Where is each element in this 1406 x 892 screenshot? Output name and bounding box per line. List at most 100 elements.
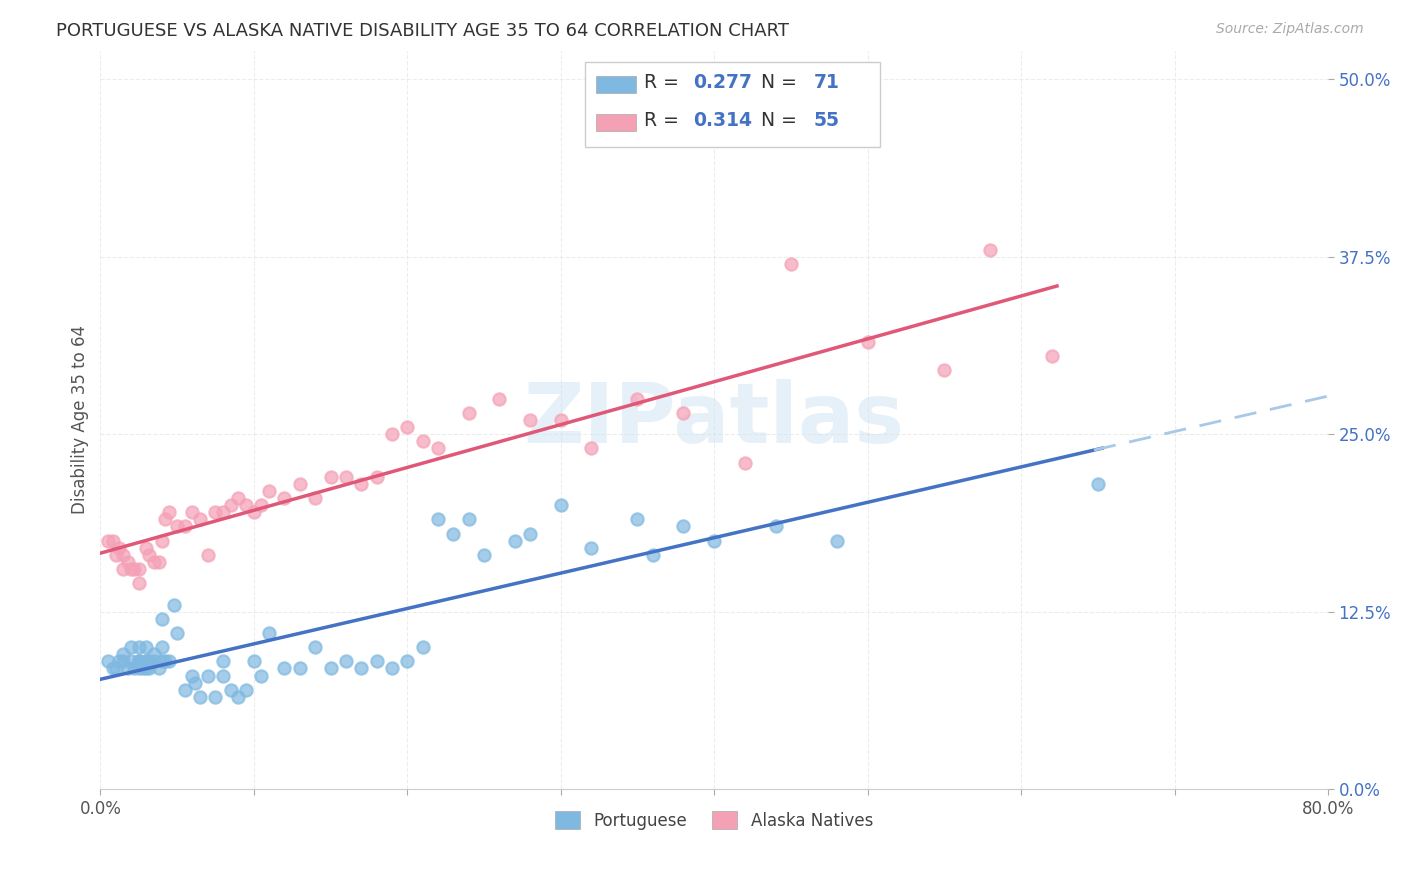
Point (412, 640, 434, 655)
Point (97, 533, 120, 548)
Point (157, 505, 180, 519)
Point (150, 533, 173, 548)
Point (250, 668, 273, 682)
Point (335, 654, 357, 668)
Point (856, 334, 879, 349)
Point (825, 533, 848, 548)
Point (150, 612, 173, 626)
Point (243, 654, 266, 668)
Point (304, 640, 326, 655)
Point (128, 640, 150, 655)
Point (228, 491, 250, 505)
Point (135, 654, 157, 668)
Point (148, 555, 170, 569)
Point (426, 442, 449, 456)
Point (112, 548, 135, 562)
Point (396, 654, 419, 668)
Point (472, 548, 495, 562)
Point (135, 640, 157, 655)
Point (197, 548, 219, 562)
Point (107, 541, 129, 555)
Point (457, 512, 479, 526)
Point (122, 661, 145, 675)
Point (157, 654, 180, 668)
Point (181, 505, 204, 519)
Point (104, 661, 127, 675)
Point (672, 519, 695, 533)
Point (257, 626, 280, 640)
Point (212, 668, 235, 682)
Point (135, 541, 157, 555)
Point (173, 519, 195, 533)
Point (288, 661, 311, 675)
FancyBboxPatch shape (596, 76, 636, 93)
Point (626, 392, 648, 406)
Point (550, 413, 572, 427)
Point (250, 498, 273, 512)
Point (228, 690, 250, 704)
Point (153, 512, 176, 526)
Point (166, 626, 188, 640)
Point (350, 476, 373, 491)
Point (117, 555, 139, 569)
Point (197, 668, 219, 682)
Point (112, 648, 135, 662)
FancyBboxPatch shape (596, 114, 636, 131)
Point (519, 413, 541, 427)
Point (457, 406, 479, 420)
Point (581, 541, 603, 555)
Point (184, 675, 207, 690)
Point (626, 512, 648, 526)
Point (288, 476, 311, 491)
Point (128, 576, 150, 591)
Point (143, 555, 166, 569)
Text: R =: R = (644, 112, 685, 130)
Point (122, 562, 145, 576)
Point (120, 562, 142, 576)
Point (396, 420, 419, 434)
Point (132, 661, 155, 675)
Point (120, 640, 142, 655)
Point (128, 654, 150, 668)
Point (138, 661, 160, 675)
Point (441, 526, 464, 541)
Point (412, 434, 434, 449)
Point (672, 406, 695, 420)
Point (128, 654, 150, 668)
Point (128, 654, 150, 668)
Point (381, 661, 404, 675)
Point (173, 682, 195, 697)
Point (257, 483, 280, 498)
Point (235, 498, 257, 512)
Point (243, 505, 266, 519)
Y-axis label: Disability Age 35 to 64: Disability Age 35 to 64 (72, 326, 89, 515)
Point (780, 257, 803, 271)
Point (101, 533, 124, 548)
Text: PORTUGUESE VS ALASKA NATIVE DISABILITY AGE 35 TO 64 CORRELATION CHART: PORTUGUESE VS ALASKA NATIVE DISABILITY A… (56, 22, 789, 40)
Text: 0.314: 0.314 (693, 112, 752, 130)
Point (219, 682, 242, 697)
Point (138, 654, 160, 668)
Point (153, 654, 176, 668)
Point (117, 661, 139, 675)
Point (219, 498, 242, 512)
Point (138, 548, 160, 562)
Point (97, 654, 120, 668)
Point (319, 661, 342, 675)
Point (1040, 349, 1063, 363)
Point (319, 469, 342, 483)
Point (581, 442, 603, 456)
Point (212, 505, 235, 519)
Point (163, 598, 186, 612)
Point (381, 427, 404, 442)
Legend: Portuguese, Alaska Natives: Portuguese, Alaska Natives (548, 805, 880, 837)
Point (934, 363, 956, 377)
Point (120, 654, 142, 668)
Text: 55: 55 (814, 112, 839, 130)
Point (212, 654, 235, 668)
Point (235, 682, 257, 697)
Point (148, 661, 170, 675)
Text: 71: 71 (814, 73, 839, 92)
Point (366, 654, 388, 668)
Point (135, 654, 157, 668)
